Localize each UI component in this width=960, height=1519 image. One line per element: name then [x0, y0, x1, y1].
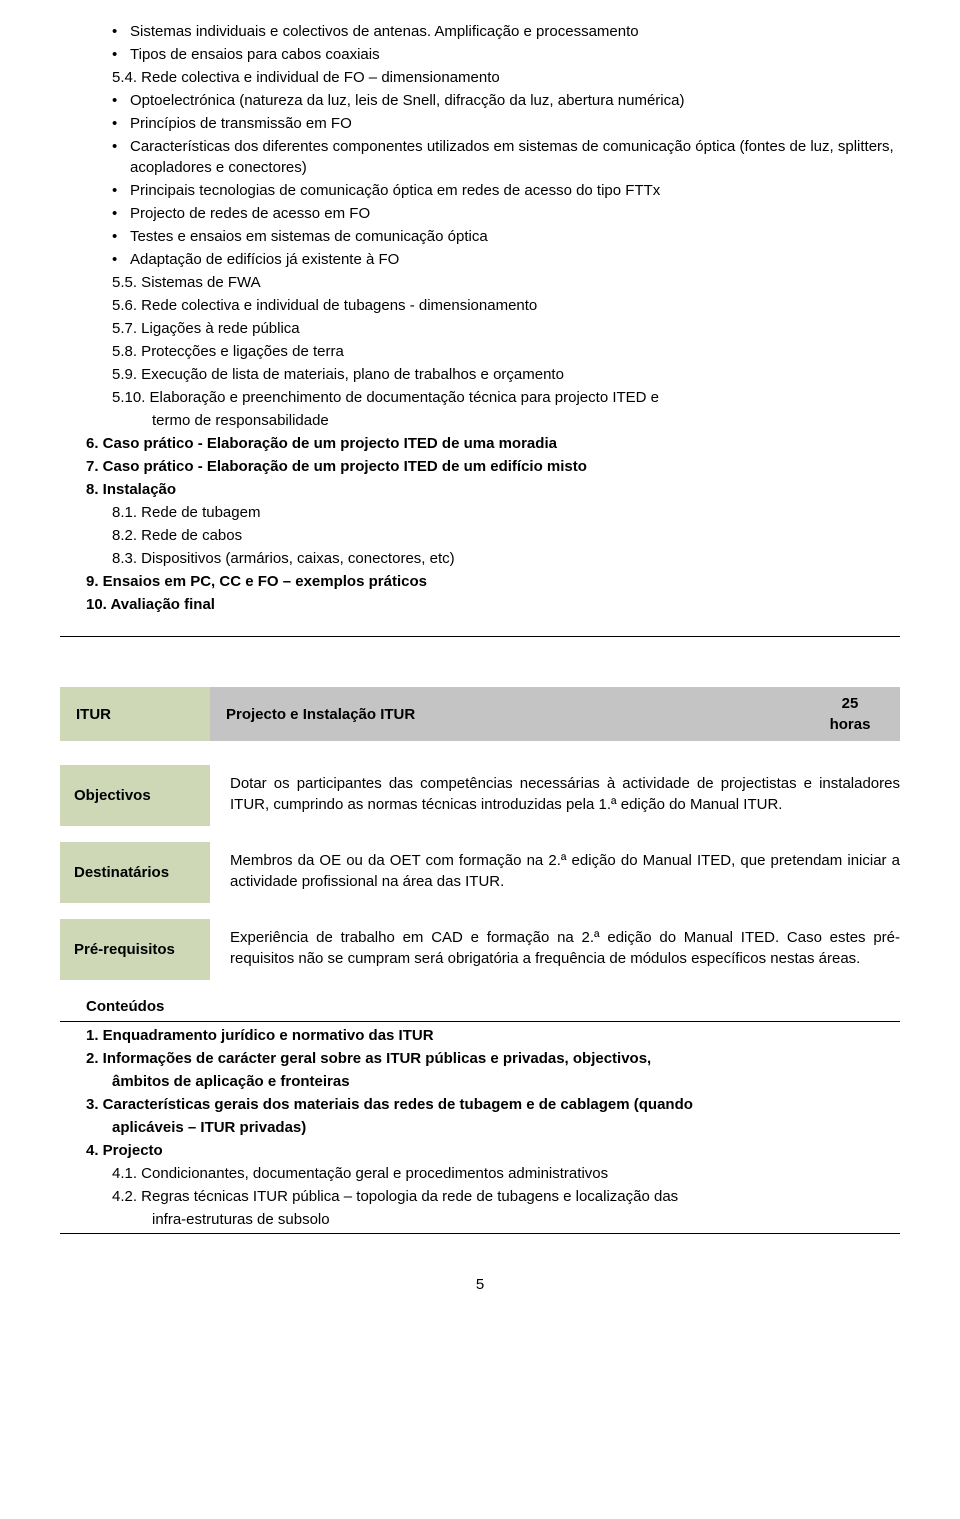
- objectivos-label: Objectivos: [60, 765, 210, 826]
- item-5-4: 5.4. Rede colectiva e individual de FO –…: [60, 66, 900, 89]
- section-7: 7. Caso prático - Elaboração de um proje…: [60, 455, 900, 478]
- prerequisitos-row: Pré-requisitos Experiência de trabalho e…: [60, 919, 900, 980]
- conteudos-item-4-2-cont: infra-estruturas de subsolo: [60, 1208, 900, 1231]
- course-hours: 25 horas: [800, 687, 900, 741]
- bullet-item: Projecto de redes de acesso em FO: [130, 202, 900, 225]
- item-5-7: 5.7. Ligações à rede pública: [60, 317, 900, 340]
- section-9: 9. Ensaios em PC, CC e FO – exemplos prá…: [60, 570, 900, 593]
- separator-line: [60, 636, 900, 637]
- destinatarios-row: Destinatários Membros da OE ou da OET co…: [60, 842, 900, 903]
- destinatarios-text: Membros da OE ou da OET com formação na …: [210, 842, 900, 903]
- bullet-item: Características dos diferentes component…: [130, 135, 900, 179]
- hours-number: 25: [842, 693, 859, 714]
- item-5-10-cont: termo de responsabilidade: [60, 409, 900, 432]
- conteudos-item-3: 3. Características gerais dos materiais …: [60, 1093, 900, 1116]
- bullet-item: Principais tecnologias de comunicação óp…: [130, 179, 900, 202]
- objectivos-row: Objectivos Dotar os participantes das co…: [60, 765, 900, 826]
- bullet-item: Optoelectrónica (natureza da luz, leis d…: [130, 89, 900, 112]
- conteudos-item-4-2: 4.2. Regras técnicas ITUR pública – topo…: [60, 1185, 900, 1208]
- objectivos-text: Dotar os participantes das competências …: [210, 765, 900, 826]
- item-5-6: 5.6. Rede colectiva e individual de tuba…: [60, 294, 900, 317]
- thin-line: [60, 1233, 900, 1234]
- hours-label: horas: [830, 714, 871, 735]
- item-5-8: 5.8. Protecções e ligações de terra: [60, 340, 900, 363]
- bullet-item: Tipos de ensaios para cabos coaxiais: [130, 43, 900, 66]
- item-5-5: 5.5. Sistemas de FWA: [60, 271, 900, 294]
- destinatarios-label: Destinatários: [60, 842, 210, 903]
- thin-line: [60, 1021, 900, 1022]
- conteudos-item-4-1: 4.1. Condicionantes, documentação geral …: [60, 1162, 900, 1185]
- section-6: 6. Caso prático - Elaboração de um proje…: [60, 432, 900, 455]
- prerequisitos-text: Experiência de trabalho em CAD e formaçã…: [210, 919, 900, 980]
- item-8-3: 8.3. Dispositivos (armários, caixas, con…: [60, 547, 900, 570]
- course-code: ITUR: [60, 687, 210, 741]
- item-8-2: 8.2. Rede de cabos: [60, 524, 900, 547]
- conteudos-title: Conteúdos: [60, 996, 900, 1019]
- section-8-title: 8. Instalação: [60, 478, 900, 501]
- conteudos-item-4: 4. Projecto: [60, 1139, 900, 1162]
- section5-4-bullets: Optoelectrónica (natureza da luz, leis d…: [60, 89, 900, 271]
- item-5-9: 5.9. Execução de lista de materiais, pla…: [60, 363, 900, 386]
- bullet-item: Testes e ensaios em sistemas de comunica…: [130, 225, 900, 248]
- bullet-item: Adaptação de edifícios já existente à FO: [130, 248, 900, 271]
- page-number: 5: [60, 1274, 900, 1295]
- course-title: Projecto e Instalação ITUR: [210, 687, 800, 741]
- prerequisitos-label: Pré-requisitos: [60, 919, 210, 980]
- conteudos-item-2: 2. Informações de carácter geral sobre a…: [60, 1047, 900, 1070]
- conteudos-item-2-cont: âmbitos de aplicação e fronteiras: [60, 1070, 900, 1093]
- bullet-item: Princípios de transmissão em FO: [130, 112, 900, 135]
- conteudos-item-1: 1. Enquadramento jurídico e normativo da…: [60, 1024, 900, 1047]
- conteudos-item-3-cont: aplicáveis – ITUR privadas): [60, 1116, 900, 1139]
- course-header: ITUR Projecto e Instalação ITUR 25 horas: [60, 687, 900, 741]
- item-8-1: 8.1. Rede de tubagem: [60, 501, 900, 524]
- bullet-item: Sistemas individuais e colectivos de ant…: [130, 20, 900, 43]
- item-5-10: 5.10. Elaboração e preenchimento de docu…: [60, 386, 900, 409]
- section-10: 10. Avaliação final: [60, 593, 900, 616]
- section5-bullets-1: Sistemas individuais e colectivos de ant…: [60, 20, 900, 66]
